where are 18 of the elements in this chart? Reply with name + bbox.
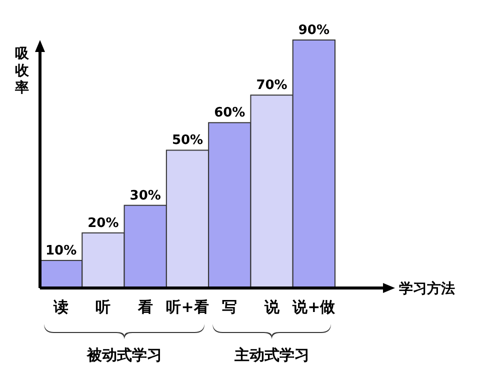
y-axis-title: 吸收率 (14, 46, 30, 96)
data-label: 90% (298, 23, 330, 38)
x-tick-label: 听+看 (166, 298, 209, 316)
x-tick-label: 读 (52, 298, 69, 316)
data-label: 20% (88, 216, 119, 231)
x-tick-label: 看 (136, 298, 153, 316)
text: 主动式学习 (233, 346, 310, 364)
data-label: 10% (46, 243, 77, 258)
x-tick-label: 听 (96, 298, 111, 316)
data-label: 30% (130, 188, 161, 204)
data-label: 70% (256, 78, 288, 94)
x-tick-label: 写 (222, 298, 238, 316)
x-tick-label: 说 (263, 298, 280, 316)
x-tick-label: 说+做 (292, 298, 336, 316)
data-label: 60% (214, 106, 246, 121)
text: 被动式学习 (86, 346, 162, 364)
data-label: 50% (172, 133, 204, 148)
x-axis-title: 学习方法 (399, 280, 455, 297)
